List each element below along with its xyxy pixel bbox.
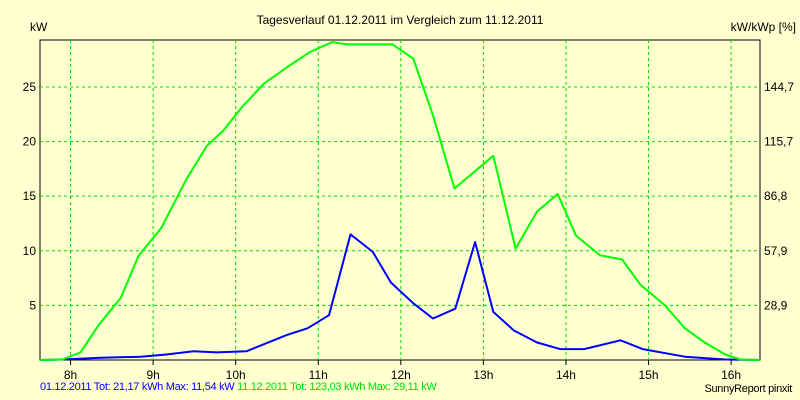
plot-area (39, 39, 761, 361)
legend-series-1: 01.12.2011 Tot: 21,17 kWh Max: 11,54 kW (40, 381, 235, 393)
chart-title: Tagesverlauf 01.12.2011 im Vergleich zum… (257, 13, 544, 27)
x-tick-label: 9h (146, 368, 159, 382)
x-tick-label: 11h (309, 368, 328, 382)
series-line-2 (39, 41, 761, 361)
series-line-1 (39, 233, 761, 361)
x-tick-label: 14h (556, 368, 576, 382)
y-tick-label-left: 10 (23, 244, 37, 258)
y-tick-label-left: 25 (23, 80, 37, 94)
x-tick-label: 8h (64, 368, 77, 382)
y-tick-label-right: 115,7 (764, 135, 793, 149)
y-tick-label-left: 15 (23, 189, 37, 203)
y-tick-label-right: 86,8 (764, 189, 788, 203)
credit-text: SunnyReport pinxit (704, 383, 792, 395)
x-tick-label: 10h (226, 368, 246, 382)
y-tick-label-right: 28,9 (764, 298, 788, 312)
x-tick-label: 15h (639, 368, 659, 382)
y-axis-label-left: kW (30, 20, 48, 34)
y-tick-label-left: 5 (29, 298, 36, 312)
x-tick-label: 13h (473, 368, 493, 382)
legend: 01.12.2011 Tot: 21,17 kWh Max: 11,54 kW … (40, 381, 437, 393)
y-axis-label-right: kW/kWp [%] (731, 20, 796, 34)
x-tick-label: 16h (721, 368, 741, 382)
x-tick-label: 12h (391, 368, 411, 382)
y-tick-label-left: 20 (23, 135, 37, 149)
legend-series-2: 11.12.2011 Tot: 123,03 kWh Max: 29,11 kW (237, 381, 437, 393)
y-tick-label-right: 144,7 (764, 80, 794, 94)
y-tick-label-right: 57,9 (764, 244, 788, 258)
